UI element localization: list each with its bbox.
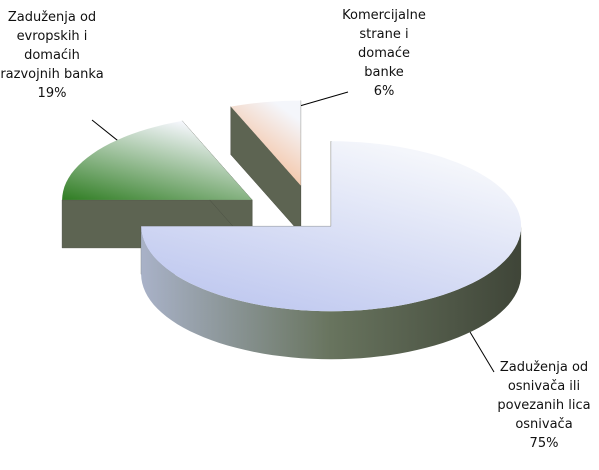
slice-top <box>62 120 253 200</box>
category-label: Komercijalne strane i domaće banke <box>342 8 426 80</box>
data-label: Zaduženja od evropskih i domaćih razvojn… <box>0 8 104 103</box>
slice <box>230 100 302 235</box>
category-label: Zaduženja od osnivača ili povezanih lica… <box>497 360 591 432</box>
leader-line <box>469 331 495 373</box>
value-label: 6% <box>373 84 395 99</box>
slice-top <box>230 100 301 186</box>
value-label: 75% <box>529 436 559 451</box>
category-label: Zaduženja od evropskih i domaćih razvojn… <box>0 10 104 82</box>
data-label: Zaduženja od osnivača ili povezanih lica… <box>488 358 599 453</box>
data-label: Komercijalne strane i domaće banke 6% <box>338 6 430 101</box>
slice-top <box>141 141 522 312</box>
slice-wall <box>141 226 522 360</box>
slice <box>140 141 522 360</box>
value-label: 19% <box>37 86 67 101</box>
